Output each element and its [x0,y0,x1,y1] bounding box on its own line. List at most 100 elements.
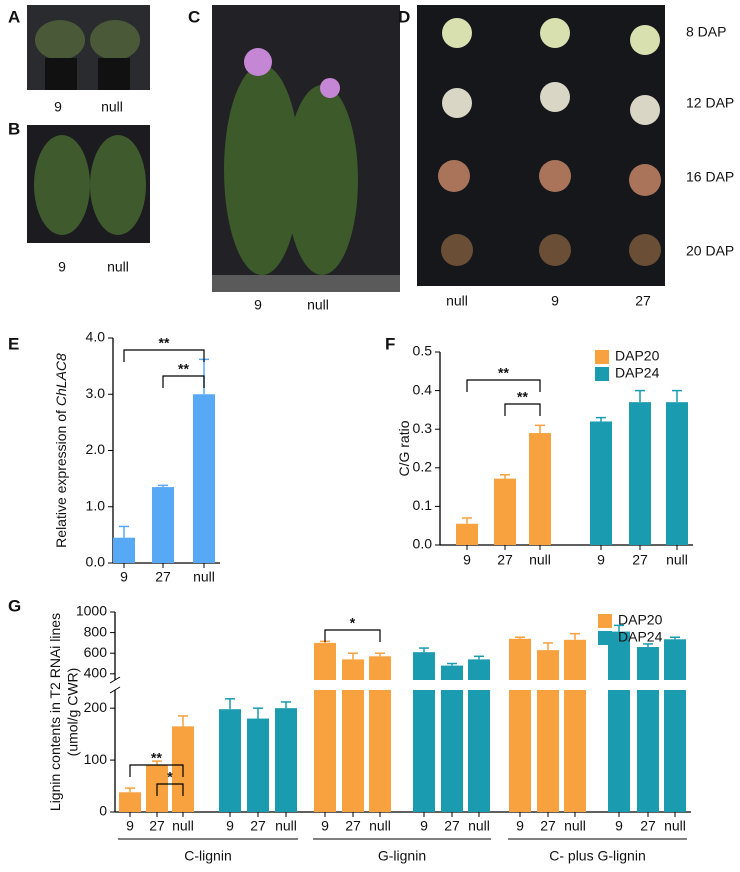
y-tick-label: 0.2 [413,459,433,475]
bar [629,402,651,545]
panel-label: A [8,7,20,26]
photo-caption: null [307,297,329,313]
row-label: 20 DAP [686,243,734,259]
y-tick-label: 0.1 [413,497,433,513]
y-axis-label: Lignin contents in T2 RNAi lines [47,613,63,811]
y-axis-label-text: C/G ratio [396,420,412,476]
bar [247,718,269,812]
error-bar [543,642,553,651]
x-tick-label: 27 [640,818,656,834]
y-tick-label: 0.3 [413,420,433,436]
error-bar [635,389,645,403]
photo-caption: 27 [635,293,651,309]
error-bar [535,424,545,434]
legend-label: DAP20 [618,612,663,628]
axis-break [109,686,121,694]
axis-break [109,676,121,684]
x-tick-label: null [172,818,194,834]
error-bar [281,701,291,709]
error-bar [614,624,624,632]
error-bar [570,632,580,640]
significance-bracket [162,375,205,388]
bar [413,652,435,680]
y-tick-label: 0 [99,803,107,819]
panel-label: B [8,119,20,138]
error-bar [474,655,484,660]
significance-bracket [324,629,381,642]
bar [369,656,391,680]
bar [113,537,135,563]
bar [342,690,364,812]
row-label: 8 DAP [686,24,726,40]
error-bar [158,484,168,488]
x-tick-label: null [666,552,688,568]
bar [666,402,688,545]
significance-bracket [123,349,205,362]
y-tick-label: 800 [84,623,108,639]
bar [537,650,559,680]
x-tick-label: 27 [497,552,513,568]
bar [664,639,686,680]
y-tick-label: 600 [84,644,108,660]
y-axis-label-text: Relative expression of [53,410,69,548]
y-tick-label: 4.0 [86,329,106,345]
x-tick-label: 27 [250,818,266,834]
bar [152,487,174,563]
panel-label: D [398,7,410,26]
x-tick-label: null [468,818,490,834]
error-bar [672,389,682,403]
error-bar [596,416,606,422]
photo [27,5,150,90]
error-bar [462,517,472,524]
bar [564,639,586,680]
bar [119,792,141,812]
photo-caption: 9 [58,259,66,275]
photo [27,125,150,243]
photo-caption: null [446,293,468,309]
bar [637,647,659,680]
error-bar [348,652,358,660]
bar [664,690,686,812]
y-tick-label: 2.0 [86,441,106,457]
bar [342,659,364,680]
x-tick-label: 27 [155,569,171,585]
x-tick-label: null [275,818,297,834]
x-tick-label: 9 [597,552,605,568]
x-tick-label: null [369,818,391,834]
x-tick-label: 9 [420,818,428,834]
bar [468,690,490,812]
bar [509,638,531,680]
y-axis-label: C/G ratio [396,420,412,476]
x-tick-label: 9 [321,818,329,834]
significance-label: * [350,615,356,631]
photo-caption: 9 [54,99,62,115]
x-tick-label: 9 [463,552,471,568]
photo-caption: 9 [551,293,559,309]
bar [537,690,559,812]
x-tick-label: 9 [516,818,524,834]
bar [456,523,478,545]
bar [314,642,336,680]
significance-bracket [504,403,541,416]
bar [369,690,391,812]
group-label: C-lignin [184,848,231,864]
y-tick-label: 200 [84,699,108,715]
error-bar [643,643,653,648]
x-tick-label: 9 [226,818,234,834]
y-tick-label: 0.4 [413,381,433,397]
bar [413,690,435,812]
panel-label: C [188,7,200,26]
bar [494,478,516,545]
legend-label: DAP24 [618,629,663,645]
legend-swatch [595,367,609,381]
y-tick-label: 1000 [76,603,107,619]
group-label: C- plus G-lignin [549,848,645,864]
significance-label: ** [151,750,162,766]
x-tick-label: null [193,569,215,585]
x-tick-label: null [564,818,586,834]
bar [275,708,297,812]
photo [212,5,400,292]
significance-label: ** [159,335,170,351]
photo-caption: null [101,99,123,115]
error-bar [419,647,429,653]
